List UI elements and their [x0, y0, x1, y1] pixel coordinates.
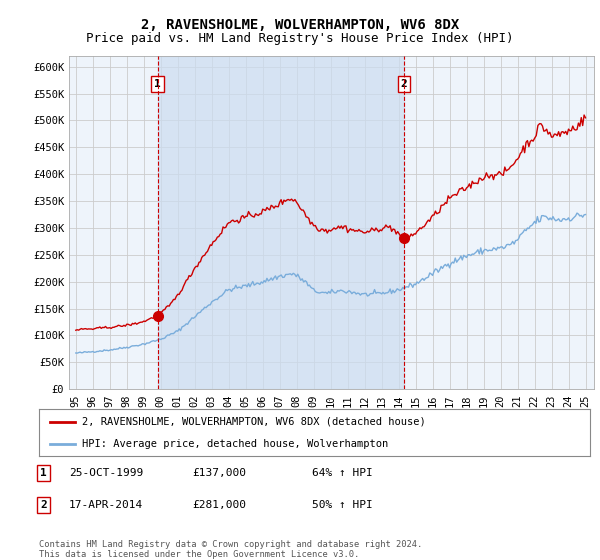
Text: 2: 2: [40, 500, 47, 510]
Text: 2: 2: [400, 79, 407, 89]
Text: 50% ↑ HPI: 50% ↑ HPI: [312, 500, 373, 510]
Text: 1: 1: [154, 79, 161, 89]
Text: 1: 1: [40, 468, 47, 478]
Text: HPI: Average price, detached house, Wolverhampton: HPI: Average price, detached house, Wolv…: [82, 438, 388, 449]
Text: 17-APR-2014: 17-APR-2014: [69, 500, 143, 510]
Bar: [158, 56, 404, 389]
Text: 64% ↑ HPI: 64% ↑ HPI: [312, 468, 373, 478]
Text: 2, RAVENSHOLME, WOLVERHAMPTON, WV6 8DX: 2, RAVENSHOLME, WOLVERHAMPTON, WV6 8DX: [141, 18, 459, 32]
Text: 2, RAVENSHOLME, WOLVERHAMPTON, WV6 8DX (detached house): 2, RAVENSHOLME, WOLVERHAMPTON, WV6 8DX (…: [82, 417, 426, 427]
Text: £281,000: £281,000: [192, 500, 246, 510]
Text: 25-OCT-1999: 25-OCT-1999: [69, 468, 143, 478]
Text: Price paid vs. HM Land Registry's House Price Index (HPI): Price paid vs. HM Land Registry's House …: [86, 32, 514, 45]
Text: £137,000: £137,000: [192, 468, 246, 478]
Text: Contains HM Land Registry data © Crown copyright and database right 2024.
This d: Contains HM Land Registry data © Crown c…: [39, 540, 422, 559]
